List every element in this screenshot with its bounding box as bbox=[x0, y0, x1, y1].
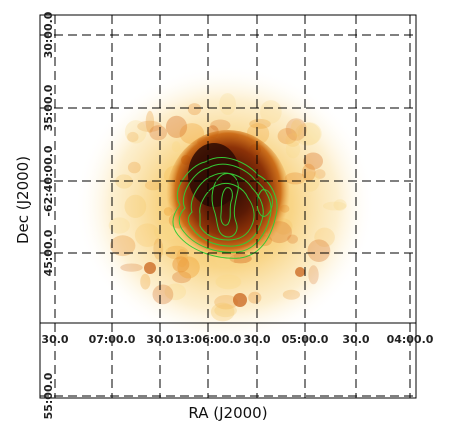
emission-clump bbox=[314, 227, 335, 247]
emission-clump bbox=[287, 234, 298, 244]
emission-clump bbox=[214, 304, 237, 318]
emission-clump bbox=[314, 169, 326, 179]
emission-clump bbox=[307, 239, 331, 262]
emission-clump bbox=[171, 141, 181, 153]
emission-clump bbox=[152, 284, 174, 305]
emission-clump bbox=[127, 131, 139, 143]
emission-clump bbox=[233, 293, 247, 307]
emission-clump bbox=[127, 161, 141, 174]
emission-clump bbox=[219, 93, 237, 115]
ra-tick-label: 07:00.0 bbox=[89, 333, 136, 346]
contour-5 bbox=[211, 173, 239, 238]
emission-clump bbox=[144, 180, 162, 191]
emission-clump bbox=[187, 103, 202, 116]
emission-clump bbox=[210, 302, 235, 322]
emission-clump bbox=[124, 194, 147, 218]
emission-clump bbox=[124, 120, 147, 144]
ra-tick-label: 04:00.0 bbox=[387, 333, 434, 346]
emission-clump bbox=[153, 238, 164, 260]
ra-tick-label: 30.0 bbox=[342, 333, 369, 346]
emission-clump bbox=[108, 217, 130, 234]
emission-clump bbox=[176, 249, 188, 268]
emission-clump bbox=[277, 128, 297, 145]
emission-clump bbox=[120, 263, 143, 272]
ra-tick-label: 30.0 bbox=[41, 333, 68, 346]
emission-clump bbox=[210, 119, 231, 132]
emission-clump bbox=[172, 256, 190, 273]
emission-clump bbox=[282, 289, 300, 300]
ra-tick-label: 30.0 bbox=[243, 333, 270, 346]
dec-tick-label: -62:40:00.0 bbox=[42, 145, 55, 216]
emission-clump bbox=[165, 115, 188, 138]
dec-tick-label: 55:00.0 bbox=[42, 372, 55, 419]
emission-clump bbox=[140, 273, 151, 290]
emission-clump bbox=[145, 110, 155, 134]
emission-clump bbox=[294, 122, 321, 146]
emission-clump bbox=[134, 223, 161, 247]
dec-tick-label: 35:00.0 bbox=[42, 84, 55, 131]
contour-4 bbox=[199, 183, 255, 241]
dec-tick-label: 30:00.0 bbox=[42, 11, 55, 58]
emission-clump bbox=[301, 163, 316, 182]
emission-clump bbox=[110, 235, 136, 257]
dec-tick-labels: 30:00.0 35:00.0 -62:40:00.0 45:00.0 55:0… bbox=[42, 11, 55, 419]
x-axis-title: RA (J2000) bbox=[188, 404, 267, 422]
emission-image bbox=[75, 65, 375, 345]
emission-clump bbox=[249, 118, 271, 129]
emission-clump bbox=[295, 267, 305, 277]
contour-6 bbox=[220, 187, 233, 226]
contour-2 bbox=[178, 163, 272, 253]
emission-clump bbox=[144, 262, 156, 274]
emission-clump bbox=[137, 120, 162, 132]
emission-clump bbox=[172, 271, 192, 284]
emission-clump bbox=[248, 291, 262, 304]
emission-clump bbox=[215, 274, 242, 290]
ra-tick-label: 13:06:00.0 bbox=[175, 333, 242, 346]
emission-clump bbox=[149, 125, 167, 141]
ra-tick-labels: 30.0 07:00.0 30.0 13:06:00.0 30.0 05:00.… bbox=[41, 333, 433, 346]
emission-clump bbox=[165, 245, 189, 260]
emission-clump bbox=[308, 265, 319, 285]
emission-clump bbox=[285, 140, 301, 159]
emission-clump bbox=[303, 152, 324, 170]
emission-clump bbox=[214, 295, 239, 310]
radio-contours bbox=[172, 157, 278, 259]
emission-clump bbox=[260, 100, 282, 124]
emission-clump bbox=[322, 201, 347, 211]
emission-clump bbox=[158, 243, 168, 256]
emission-clump bbox=[177, 256, 200, 279]
y-axis-title: Dec (J2000) bbox=[14, 156, 32, 244]
dec-tick-label: 45:00.0 bbox=[42, 229, 55, 276]
coordinate-grid bbox=[40, 15, 416, 398]
emission-clump bbox=[297, 122, 322, 145]
ra-tick-label: 05:00.0 bbox=[282, 333, 329, 346]
contour-3 bbox=[187, 172, 264, 247]
ra-tick-label: 30.0 bbox=[146, 333, 173, 346]
emission-clump bbox=[164, 283, 187, 301]
emission-clump bbox=[333, 199, 347, 211]
contour-outer bbox=[172, 157, 278, 259]
emission-clump bbox=[290, 119, 303, 137]
emission-clump bbox=[285, 118, 307, 141]
plot-frame bbox=[39, 14, 417, 399]
emission-clump bbox=[285, 133, 301, 147]
